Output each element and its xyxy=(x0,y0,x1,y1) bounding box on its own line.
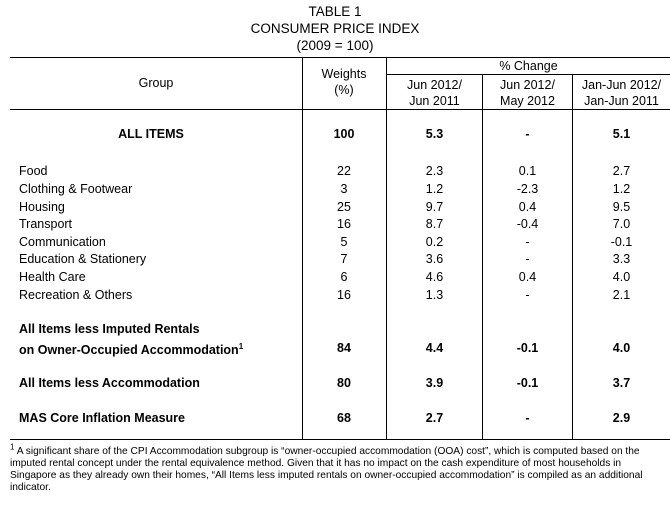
group-mom: 0.1 xyxy=(518,164,537,178)
group-mom: -0.4 xyxy=(516,217,539,231)
table-base: (2009 = 100) xyxy=(296,38,374,53)
weights-header: Weights (%) xyxy=(321,67,367,97)
group-mom: - xyxy=(525,288,530,302)
weights-left-rule xyxy=(302,57,303,439)
group-ytd: 3.3 xyxy=(612,252,631,266)
group-ytd: 4.0 xyxy=(612,270,631,284)
less-imputed-yoy: 4.4 xyxy=(425,341,444,355)
group-label: Transport xyxy=(19,217,73,231)
group-label: Housing xyxy=(19,200,65,214)
group-weight: 25 xyxy=(337,200,351,214)
less-accommodation-ytd: 3.7 xyxy=(612,376,631,390)
less-accommodation-mom: -0.1 xyxy=(516,376,539,390)
group-ytd: 2.1 xyxy=(612,288,631,302)
group-ytd: -0.1 xyxy=(610,235,633,249)
group-yoy: 0.2 xyxy=(425,235,444,249)
group-ytd: 1.2 xyxy=(612,182,631,196)
group-yoy: 8.7 xyxy=(425,217,444,231)
mas-core-label: MAS Core Inflation Measure xyxy=(19,411,185,425)
group-mom: 0.4 xyxy=(518,270,537,284)
top-rule xyxy=(10,57,670,58)
less-accommodation-label: All Items less Accommodation xyxy=(19,376,200,390)
group-label: Clothing & Footwear xyxy=(19,182,133,196)
all-items-mom: - xyxy=(525,127,530,141)
col2-left-rule xyxy=(482,74,483,439)
less-imputed-label: All Items less Imputed Rentals on Owner-… xyxy=(19,322,244,357)
group-weight: 6 xyxy=(340,270,348,284)
all-items-label: ALL ITEMS xyxy=(118,127,184,141)
group-label: Food xyxy=(19,164,48,178)
col-header-jun-yoy: Jun 2012/ Jun 2011 xyxy=(407,78,462,108)
all-items-yoy: 5.3 xyxy=(425,127,444,141)
group-yoy: 1.3 xyxy=(425,288,444,302)
group-label: Health Care xyxy=(19,270,86,284)
footnote: 1 A significant share of the CPI Accommo… xyxy=(10,442,662,494)
group-label: Recreation & Others xyxy=(19,288,133,302)
group-yoy: 1.2 xyxy=(425,182,444,196)
less-accommodation-weight: 80 xyxy=(337,376,351,390)
col-header-jan-jun: Jan-Jun 2012/ Jan-Jun 2011 xyxy=(581,78,662,108)
pct-change-rule xyxy=(387,74,670,75)
mas-core-ytd: 2.9 xyxy=(612,411,631,425)
weights-right-rule xyxy=(386,57,387,439)
group-ytd: 2.7 xyxy=(612,164,631,178)
less-imputed-weight: 84 xyxy=(337,341,351,355)
pct-change-header: % Change xyxy=(499,59,558,73)
col3-left-rule xyxy=(572,74,573,439)
group-yoy: 9.7 xyxy=(425,200,444,214)
group-mom: - xyxy=(525,252,530,266)
group-weight: 22 xyxy=(337,164,351,178)
group-weight: 3 xyxy=(340,182,348,196)
group-weight: 16 xyxy=(337,217,351,231)
mas-core-mom: - xyxy=(525,411,530,425)
mas-core-weight: 68 xyxy=(337,411,351,425)
group-mom: -2.3 xyxy=(516,182,539,196)
group-label: Education & Stationery xyxy=(19,252,147,266)
all-items-ytd: 5.1 xyxy=(612,127,631,141)
less-accommodation-yoy: 3.9 xyxy=(425,376,444,390)
group-yoy: 4.6 xyxy=(425,270,444,284)
group-ytd: 9.5 xyxy=(612,200,631,214)
group-weight: 5 xyxy=(340,235,348,249)
table-label: TABLE 1 xyxy=(308,4,362,19)
group-weight: 7 xyxy=(340,252,348,266)
group-header: Group xyxy=(138,76,174,90)
group-yoy: 3.6 xyxy=(425,252,444,266)
group-weight: 16 xyxy=(337,288,351,302)
footnote-ref-mark: 1 xyxy=(238,341,244,351)
mas-core-yoy: 2.7 xyxy=(425,411,444,425)
table-bottom-rule xyxy=(10,439,670,440)
group-label: Communication xyxy=(19,235,106,249)
footnote-text: A significant share of the CPI Accommoda… xyxy=(10,446,643,493)
group-mom: 0.4 xyxy=(518,200,537,214)
col-header-jun-mom: Jun 2012/ May 2012 xyxy=(500,78,555,108)
table-title: CONSUMER PRICE INDEX xyxy=(250,21,420,36)
footnote-mark: 1 xyxy=(10,442,15,452)
header-bottom-rule xyxy=(10,109,670,110)
less-imputed-ytd: 4.0 xyxy=(612,341,631,355)
group-ytd: 7.0 xyxy=(612,217,631,231)
group-yoy: 2.3 xyxy=(425,164,444,178)
less-imputed-mom: -0.1 xyxy=(516,341,539,355)
group-mom: - xyxy=(525,235,530,249)
all-items-weight: 100 xyxy=(333,127,355,141)
